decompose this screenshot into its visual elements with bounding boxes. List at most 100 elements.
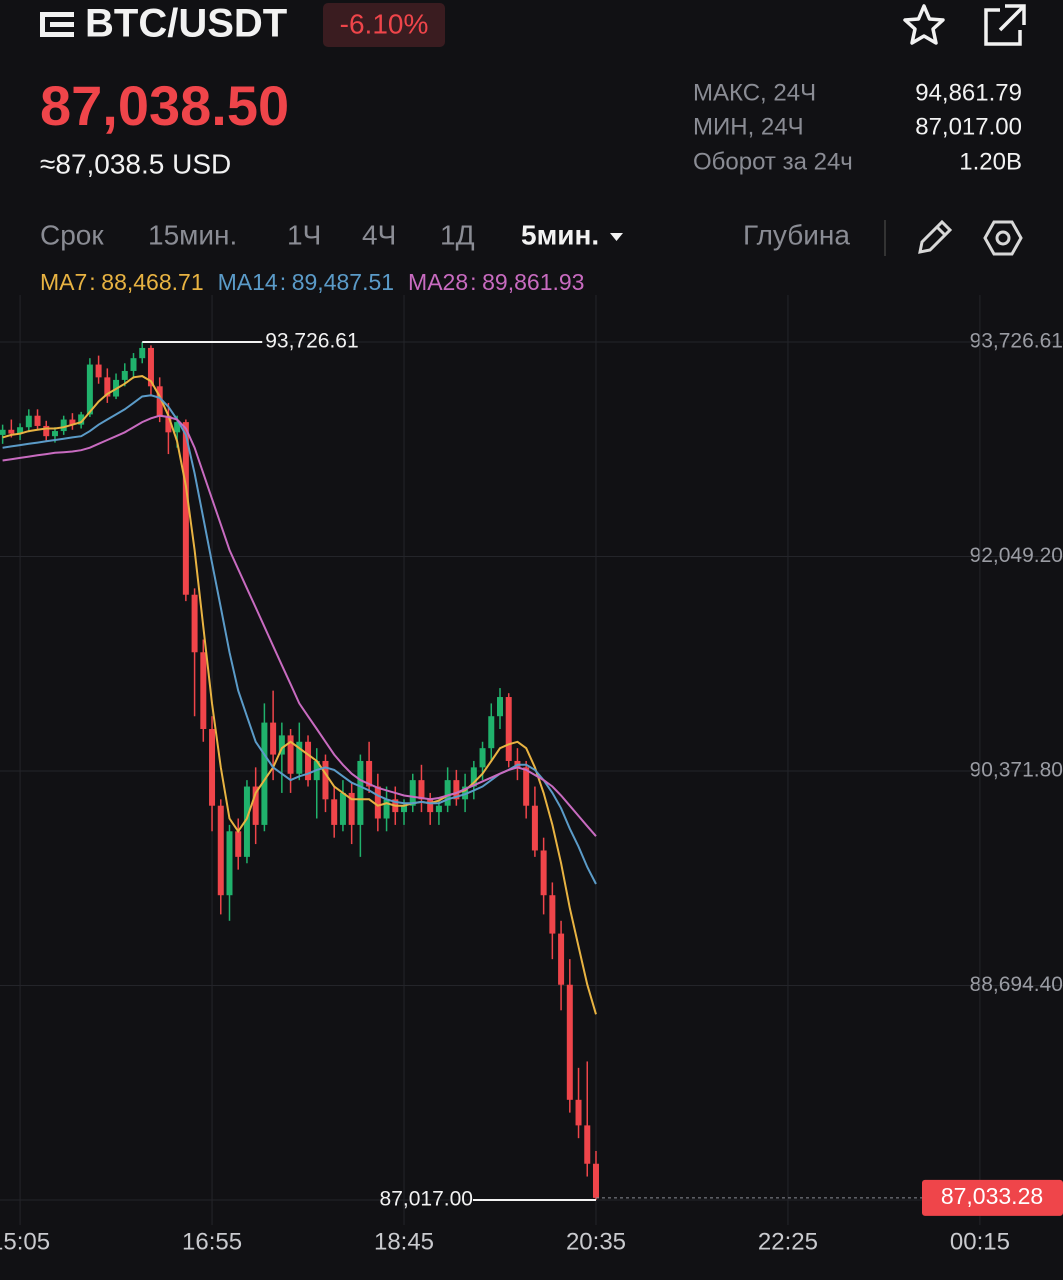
last-price-box [922, 1179, 1063, 1216]
candle-body [366, 760, 373, 787]
candle-body [243, 786, 250, 857]
candle-body [339, 792, 346, 825]
candle-body [540, 850, 547, 896]
candle-body [584, 1125, 591, 1164]
candle-body [575, 1099, 582, 1126]
candle-body [496, 697, 503, 717]
candle-body [348, 792, 355, 825]
candle-body [217, 805, 224, 896]
candle-body [0, 429, 6, 435]
candle-body [8, 429, 15, 434]
high-label: 93,726.61 [265, 330, 358, 353]
candle-body [17, 427, 24, 434]
ma-line [2, 394, 597, 885]
x-tick-label: 15:05 [0, 1228, 50, 1255]
stat-label: МИН, 24Ч [693, 113, 804, 140]
candle-body [322, 760, 329, 800]
candle-body [488, 716, 495, 749]
candle-body [34, 415, 41, 426]
candle-body [226, 831, 233, 896]
interval[interactable]: 4Ч [362, 219, 396, 250]
candle-body [165, 415, 172, 433]
candle-body [531, 805, 538, 851]
candle-body [453, 780, 460, 800]
candle-body [104, 377, 111, 397]
candle-body [252, 786, 259, 825]
ma-legend-name: MA28 [408, 269, 468, 295]
ma-legend-value: 89,487.51 [292, 269, 394, 295]
y-tick-label: 88,694.40 [970, 973, 1063, 996]
candle-body [444, 780, 451, 806]
candle-body [200, 652, 207, 729]
low-label: 87,017.00 [380, 1187, 473, 1210]
x-tick-label: 20:35 [566, 1228, 626, 1255]
candle-body [558, 933, 565, 985]
candle-body [270, 722, 277, 755]
candle-body [470, 767, 477, 787]
favorite-icon[interactable] [903, 4, 945, 45]
price: 87,038.50 [40, 74, 289, 137]
x-tick-label: 22:25 [758, 1228, 818, 1255]
candle-body [209, 728, 216, 806]
candle-body [261, 722, 268, 825]
candle-body [435, 805, 442, 813]
last-price-label: 87,033.28 [941, 1183, 1043, 1209]
candle-body [549, 895, 556, 934]
candle-body [139, 347, 146, 359]
candle-body [43, 425, 50, 437]
candle-body [592, 1163, 599, 1198]
interval[interactable]: 1Ч [287, 219, 321, 250]
share-icon[interactable] [984, 4, 1026, 46]
x-tick-label: 16:55 [182, 1228, 242, 1255]
ma-legend-sep: : [470, 269, 476, 295]
candle-body [78, 414, 85, 425]
candle-body [121, 370, 128, 380]
selected-interval[interactable]: 5мин. [521, 219, 599, 250]
dropdown-arrow [610, 233, 623, 241]
candle-body [418, 780, 425, 800]
change-badge [323, 3, 445, 47]
candle-body [191, 594, 198, 653]
stat-label: МАКС, 24Ч [693, 79, 816, 106]
candle-body [95, 364, 102, 378]
candle-body [523, 767, 530, 806]
candle-body [182, 422, 189, 595]
candle-body [174, 422, 181, 433]
candle-body [69, 419, 76, 425]
draw-icon[interactable] [918, 219, 953, 254]
candle-body [374, 786, 381, 819]
candle-body [156, 386, 163, 416]
interval[interactable]: 1Д [440, 219, 475, 250]
period-label: Срок [40, 219, 104, 250]
ma-line [2, 375, 597, 1015]
candle-body [479, 748, 486, 768]
candle-body [462, 786, 469, 800]
stat-value: 1.20B [959, 148, 1022, 175]
stat-value: 87,017.00 [915, 113, 1022, 140]
candle-body [86, 364, 93, 415]
candle-body [401, 805, 408, 813]
candle-body [427, 799, 434, 813]
ma-legend-value: 88,468.71 [101, 269, 203, 295]
depth-tab[interactable]: Глубина [743, 219, 850, 250]
stat-value: 94,861.79 [915, 79, 1022, 106]
candle-body [51, 431, 58, 437]
candle-body [305, 741, 312, 781]
pair[interactable]: BTC/USDT [85, 2, 287, 46]
candle-body [235, 831, 242, 857]
settings-icon[interactable] [983, 220, 1023, 256]
ma-legend-sep: : [89, 269, 95, 295]
candle-body [409, 780, 416, 806]
ma-legend-sep: : [280, 269, 286, 295]
ma-line [2, 414, 597, 837]
usd-price: ≈87,038.5 USD [40, 148, 231, 179]
interval[interactable]: 15мин. [148, 219, 237, 250]
ma-legend-name: MA7 [40, 269, 87, 295]
candle-body [147, 347, 154, 387]
menu-icon[interactable] [40, 12, 74, 37]
candle-body [357, 760, 364, 825]
y-tick-label: 92,049.20 [970, 544, 1063, 567]
candle-body [296, 741, 303, 774]
